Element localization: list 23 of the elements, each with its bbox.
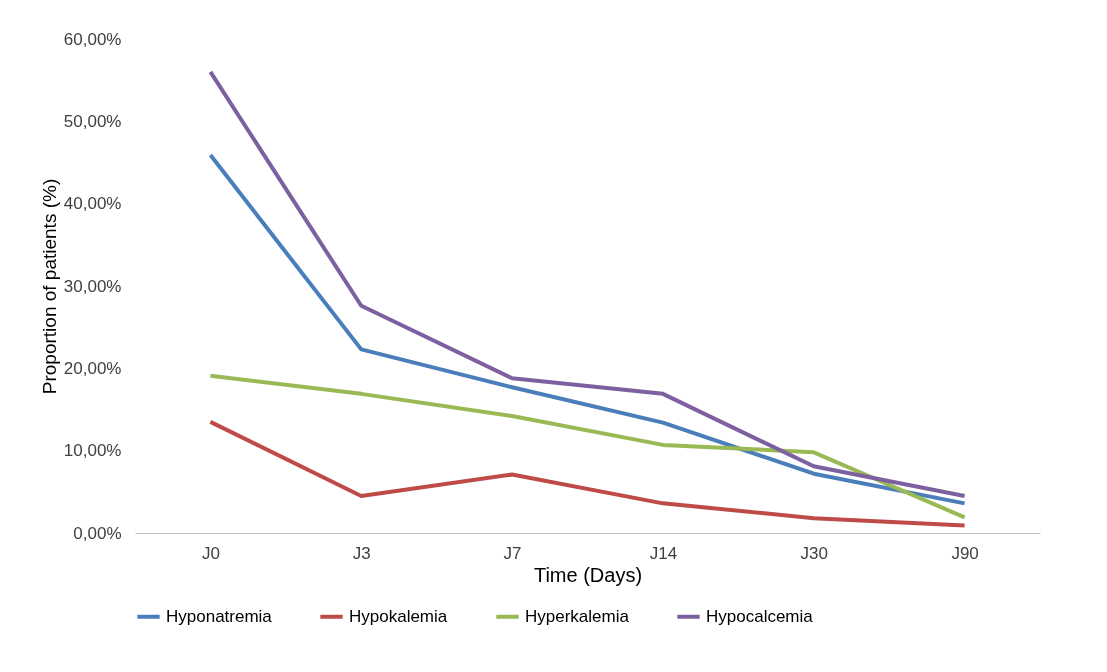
x-tick-label: J30 (800, 543, 828, 563)
x-axis-title: Time (Days) (533, 563, 643, 586)
y-tick-label: 30,00% (63, 276, 122, 296)
y-tick-label: 50,00% (63, 111, 122, 131)
y-axis-title: Proportion of patients (%) (38, 178, 60, 395)
legend-label: Hyponatremia (166, 606, 273, 626)
line-series (208, 153, 967, 506)
y-tick-label: 10,00% (63, 441, 122, 461)
line-series (208, 373, 967, 520)
x-tick-label: J14 (649, 543, 678, 563)
line-series (208, 69, 967, 498)
y-tick-label: 60,00% (63, 29, 122, 49)
x-tick-label: J3 (352, 543, 371, 563)
x-tick-label: J7 (503, 543, 522, 563)
x-tick-label: J90 (951, 543, 979, 563)
legend-label: Hypokalemia (349, 606, 448, 626)
y-tick-label: 20,00% (63, 358, 122, 378)
y-tick-label: 40,00% (63, 194, 122, 214)
y-tick-label: 0,00% (73, 523, 122, 543)
legend-label: Hyperkalemia (525, 606, 630, 626)
line-series (208, 419, 967, 528)
legend-label: Hypocalcemia (706, 606, 814, 626)
x-tick-label: J0 (201, 543, 220, 563)
